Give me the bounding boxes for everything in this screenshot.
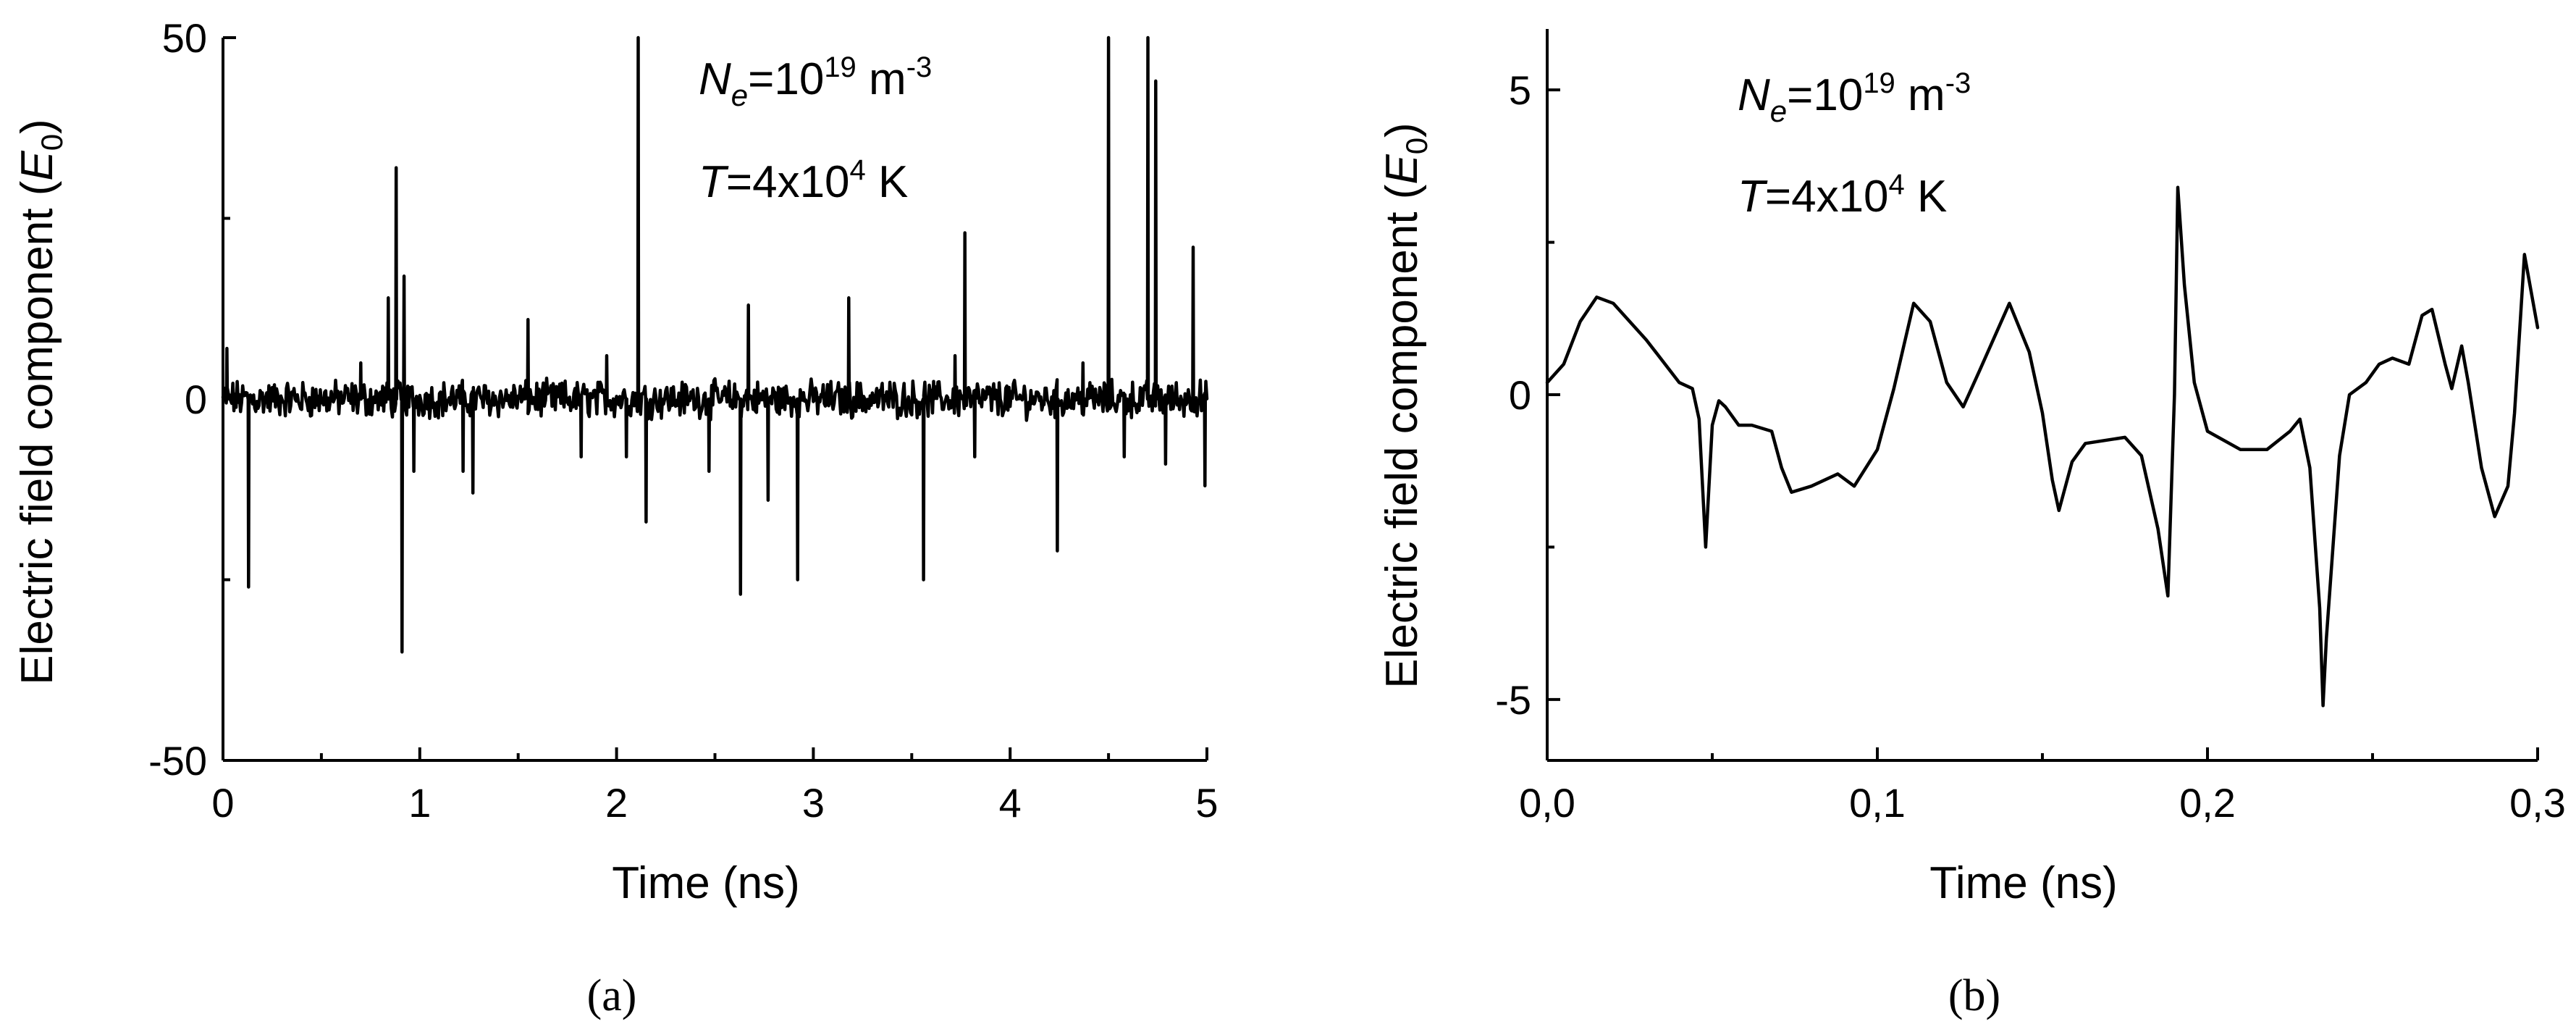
- panel-b-xlabel: Time (ns): [1929, 858, 2117, 908]
- panel-a-series-line: [221, 35, 1209, 654]
- panel-b-y-tick-label: 5: [1509, 67, 1531, 113]
- panel-b-y-tick-label: 0: [1509, 372, 1531, 418]
- panel-a-y-tick-label: 50: [162, 15, 207, 61]
- panel-b-x-tick-label: 0,3: [2509, 780, 2566, 826]
- panel-a-x-tick-label: 5: [1195, 780, 1218, 826]
- panel-a-xlabel: Time (ns): [612, 858, 799, 908]
- panel-b-ylabel: Electric field component (E0): [1377, 122, 1434, 688]
- panel-b-label: (b): [1948, 971, 2000, 1020]
- panel-a-x-tick-label: 4: [999, 780, 1022, 826]
- panel-a-x-tick-label: 1: [408, 780, 431, 826]
- panel-a-x-tick-label: 3: [802, 780, 825, 826]
- panel-b-series-line: [1545, 185, 2540, 708]
- panel-a-label: (a): [587, 971, 637, 1020]
- panel-a-x-tick-label: 0: [211, 780, 234, 826]
- panel-b-y-tick-label: -5: [1495, 677, 1531, 723]
- panel-a-annotation-temperature: T=4x104 K: [699, 154, 908, 207]
- panel-a-x-tick-label: 2: [605, 780, 628, 826]
- panel-b: 0,0 0,1 0,2 0,3 -5 0 5 Time (ns) Electric fiel…: [1377, 29, 2566, 1020]
- panel-b-x-tick-label: 0,1: [1849, 780, 1906, 826]
- panel-a-y-tick-label: 0: [185, 377, 207, 422]
- panel-b-annotation-density: Ne=1019 m-3: [1738, 67, 1971, 128]
- panel-a-annotation-density: Ne=1019 m-3: [699, 51, 932, 112]
- panel-b-plot-area: 0,0 0,1 0,2 0,3 -5 0 5: [1495, 29, 2566, 826]
- panel-a-ylabel: Electric field component (E0): [12, 119, 69, 684]
- panel-b-x-tick-label: 0,0: [1519, 780, 1575, 826]
- panel-a-y-tick-label: -50: [148, 738, 207, 784]
- panel-b-x-tick-label: 0,2: [2179, 780, 2236, 826]
- panel-b-annotation-temperature: T=4x104 K: [1738, 169, 1947, 222]
